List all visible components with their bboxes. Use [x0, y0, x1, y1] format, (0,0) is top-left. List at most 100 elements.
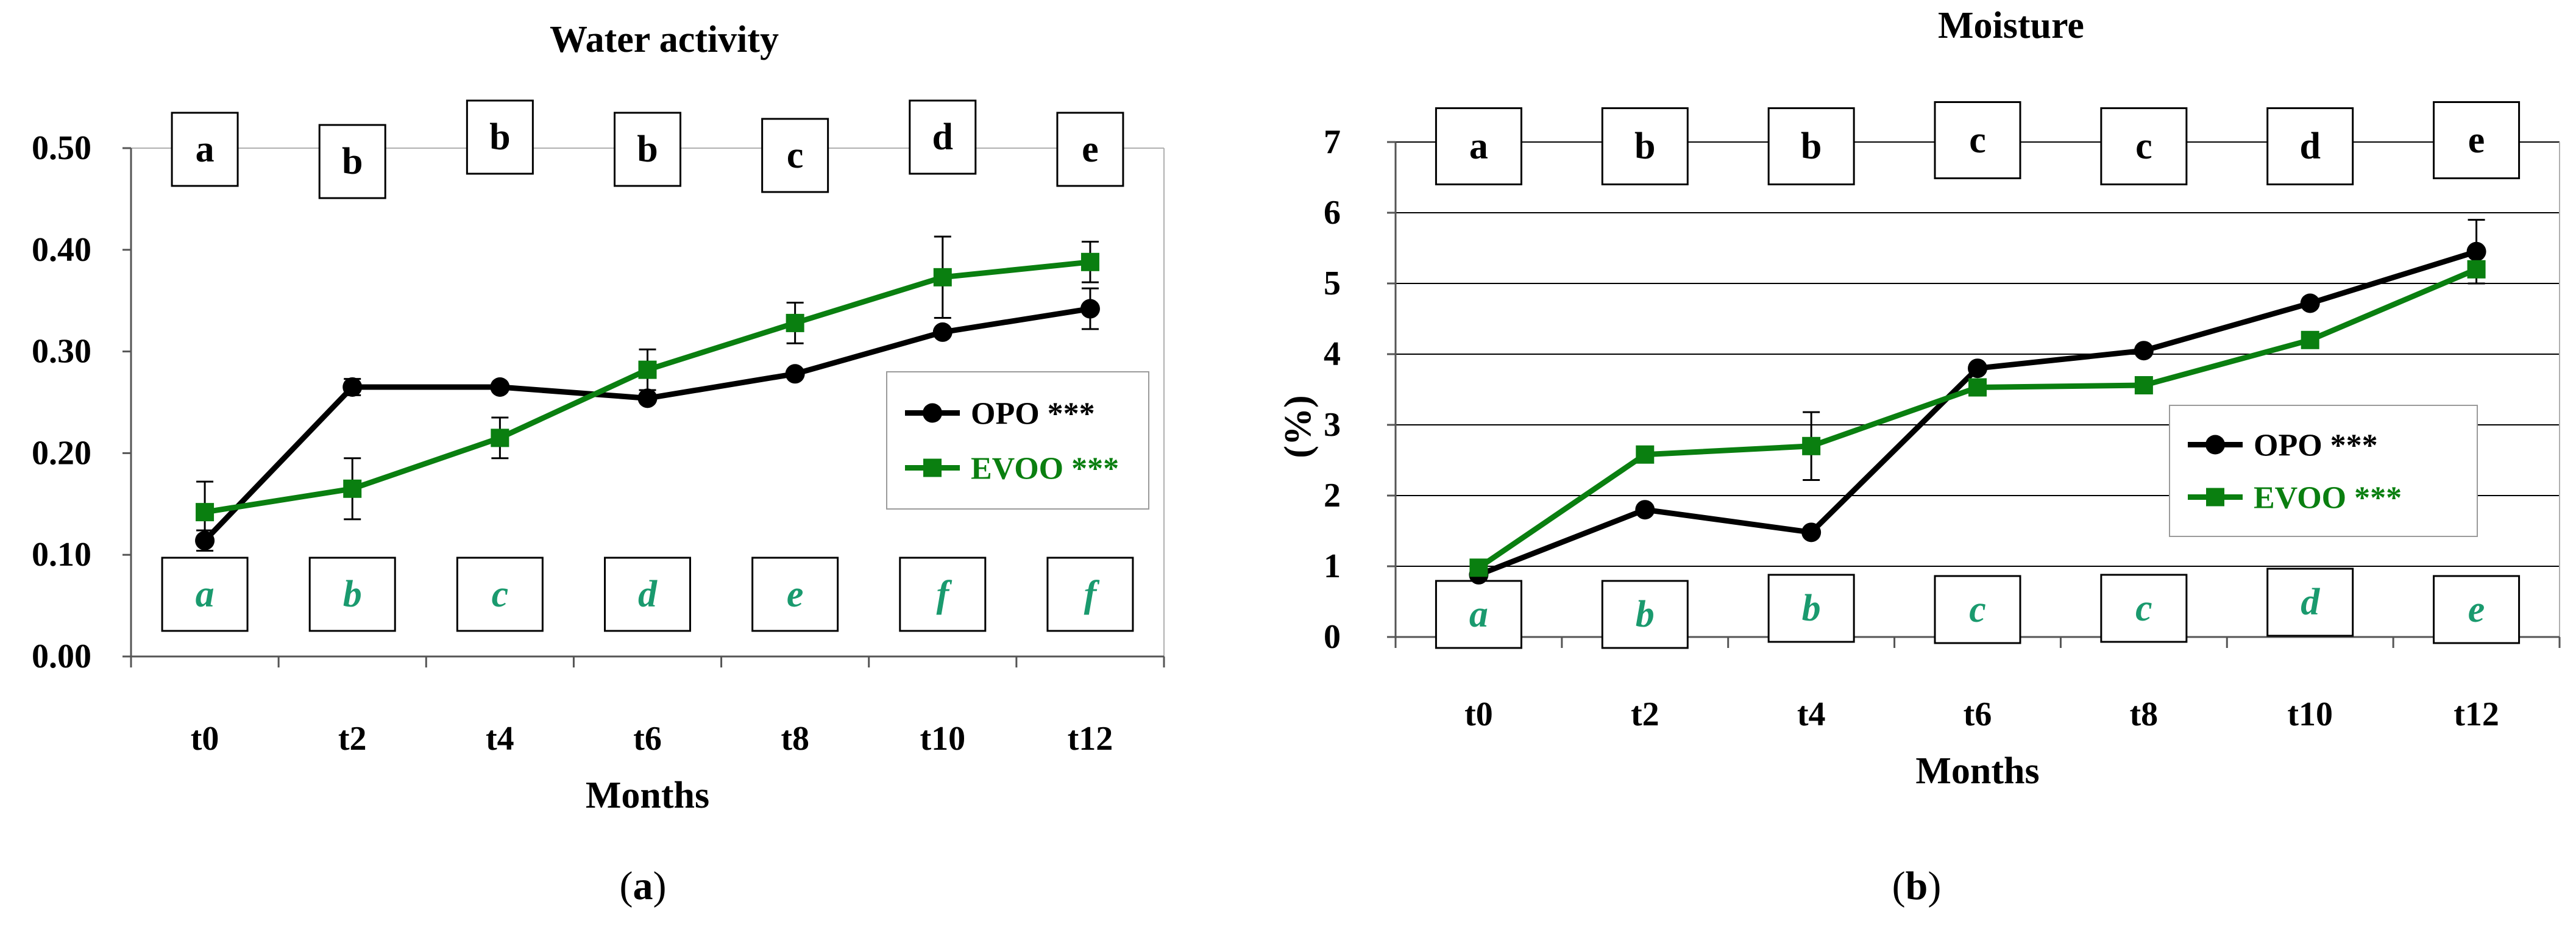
data-point — [638, 360, 657, 379]
letter-box-top — [1056, 112, 1124, 187]
x-tick-label: t4 — [486, 720, 514, 758]
y-tick-label: 7 — [1324, 123, 1341, 161]
letter-box-bottom — [751, 557, 839, 632]
x-tick-label: t6 — [633, 720, 662, 758]
legend-marker — [2206, 488, 2224, 507]
letter-bottom: d — [2301, 582, 2320, 623]
letter-box-top — [1435, 107, 1522, 185]
data-point — [342, 377, 363, 397]
data-point — [1968, 358, 1987, 379]
letter-box-top — [1934, 101, 2021, 179]
letter-top: c — [787, 135, 804, 176]
chart-title: Moisture — [1938, 5, 2084, 46]
y-tick-label: 5 — [1324, 265, 1341, 302]
letter-box-bottom — [1767, 574, 1855, 643]
letter-bottom: a — [1469, 594, 1488, 635]
data-point — [2134, 341, 2154, 361]
y-tick-label: 6 — [1324, 194, 1341, 232]
x-axis-label: Months — [1915, 750, 2039, 792]
y-tick-label: 0.20 — [32, 434, 91, 472]
data-point — [932, 322, 953, 342]
y-tick-label: 0.50 — [32, 129, 91, 167]
letter-box-top — [761, 118, 829, 193]
letter-top: d — [932, 116, 953, 158]
data-point — [637, 388, 658, 408]
letter-box-bottom — [308, 557, 396, 632]
letter-top: d — [2299, 126, 2320, 167]
data-point — [933, 268, 952, 286]
legend-label: OPO *** — [2254, 429, 2378, 463]
letter-box-bottom — [2266, 567, 2354, 637]
y-tick-label: 2 — [1324, 477, 1341, 514]
x-axis-label: Months — [586, 775, 709, 816]
letter-box-top — [2433, 101, 2521, 179]
y-tick-label: 4 — [1324, 335, 1341, 373]
letter-box-bottom — [1934, 575, 2021, 644]
letter-top: a — [1469, 126, 1488, 167]
y-tick-label: 3 — [1324, 406, 1341, 444]
legend-label: EVOO *** — [2254, 481, 2402, 516]
letter-box-top — [1767, 107, 1855, 185]
letter-top: b — [342, 141, 363, 182]
letter-box-top — [614, 112, 681, 187]
letter-top: c — [2135, 126, 2152, 167]
series-evoo — [196, 235, 1099, 544]
letter-box-bottom — [1435, 580, 1522, 649]
data-point — [343, 479, 362, 498]
x-tick-label: t10 — [2287, 695, 2333, 733]
letter-box-top — [2100, 107, 2188, 185]
letter-box-bottom — [2433, 575, 2521, 644]
chart-water-activity: Water activity 0.00 0.10 0.20 0.30 0.40 0.50 t0… — [32, 19, 1165, 908]
legend-marker — [2205, 435, 2225, 455]
x-tick-label: t2 — [338, 720, 367, 758]
letter-bottom: c — [492, 574, 509, 615]
x-tick-label: t6 — [1964, 695, 1992, 733]
x-tick-label: t12 — [2454, 695, 2499, 733]
panel-label: (b) — [1892, 864, 1942, 908]
letter-top: c — [1969, 119, 1986, 161]
data-point — [786, 313, 804, 332]
data-point — [491, 429, 509, 447]
letter-box-top — [1601, 107, 1689, 185]
y-tick-label: 1 — [1324, 547, 1341, 585]
letter-box-bottom — [1046, 557, 1134, 632]
letter-box-top — [466, 99, 534, 175]
chart-moisture: Moisture 0 1 2 3 4 5 6 7 t0 t2 t4 t6 t8 t10 t12 Months (%… — [1277, 5, 2561, 908]
data-point — [196, 503, 215, 522]
x-tick-label: t0 — [1464, 695, 1493, 733]
data-point — [2300, 293, 2320, 313]
y-tick-label: 0.10 — [32, 536, 91, 574]
letter-top: e — [1082, 129, 1099, 170]
letter-box-bottom — [899, 557, 987, 632]
data-point — [2134, 376, 2153, 395]
y-tick-label: 0.40 — [32, 231, 91, 269]
letter-box-top — [318, 124, 386, 199]
letter-box-top — [909, 99, 977, 175]
x-tick-label: t8 — [781, 720, 809, 758]
data-point — [785, 364, 805, 384]
letter-bottom: c — [2135, 588, 2152, 629]
letter-box-bottom — [456, 557, 544, 632]
letter-box-bottom — [2100, 574, 2188, 643]
letter-top: b — [489, 116, 510, 158]
letter-bottom: a — [196, 574, 215, 615]
x-tick-label: t8 — [2130, 695, 2159, 733]
legend: OPO *** EVOO *** — [886, 371, 1149, 510]
data-point — [1080, 252, 1099, 271]
data-point — [1968, 378, 1987, 397]
y-tick-label: 0.00 — [32, 638, 91, 675]
legend-label: EVOO *** — [971, 452, 1119, 486]
panel-letter: a — [633, 864, 653, 908]
panel-label: (a) — [620, 864, 667, 908]
legend-label: OPO *** — [971, 397, 1095, 432]
letter-bottom: e — [2468, 589, 2485, 630]
x-tick-label: t0 — [191, 720, 219, 758]
y-tick-label: 0 — [1324, 618, 1341, 656]
data-point — [2467, 260, 2486, 279]
data-point — [490, 377, 510, 397]
letter-box-top — [2266, 107, 2354, 185]
letter-top: b — [637, 129, 658, 170]
y-tick-label: 0.30 — [32, 333, 91, 371]
chart-title: Water activity — [550, 19, 779, 60]
series-evoo — [1469, 260, 2486, 577]
